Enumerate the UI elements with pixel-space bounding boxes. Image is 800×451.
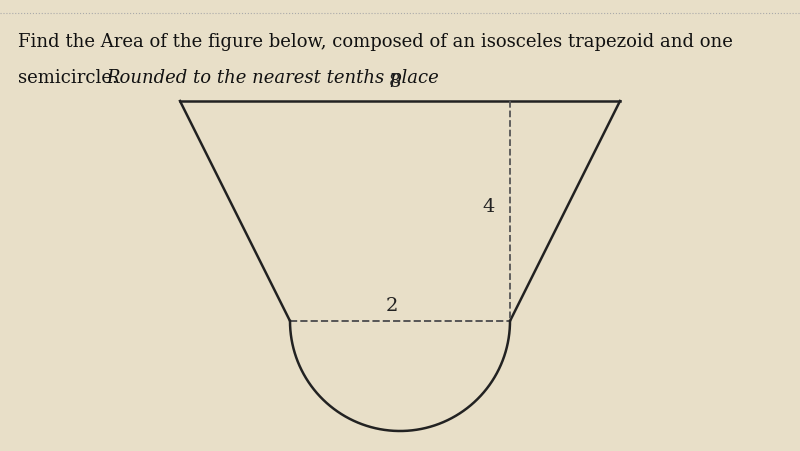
Text: Find the Area of the figure below, composed of an isosceles trapezoid and one: Find the Area of the figure below, compo… [18,33,733,51]
Text: semicircle.: semicircle. [18,69,124,87]
Text: 4: 4 [482,198,495,216]
Text: 2: 2 [386,297,398,315]
Text: Rounded to the nearest tenths place: Rounded to the nearest tenths place [106,69,438,87]
Text: 8: 8 [389,73,401,91]
